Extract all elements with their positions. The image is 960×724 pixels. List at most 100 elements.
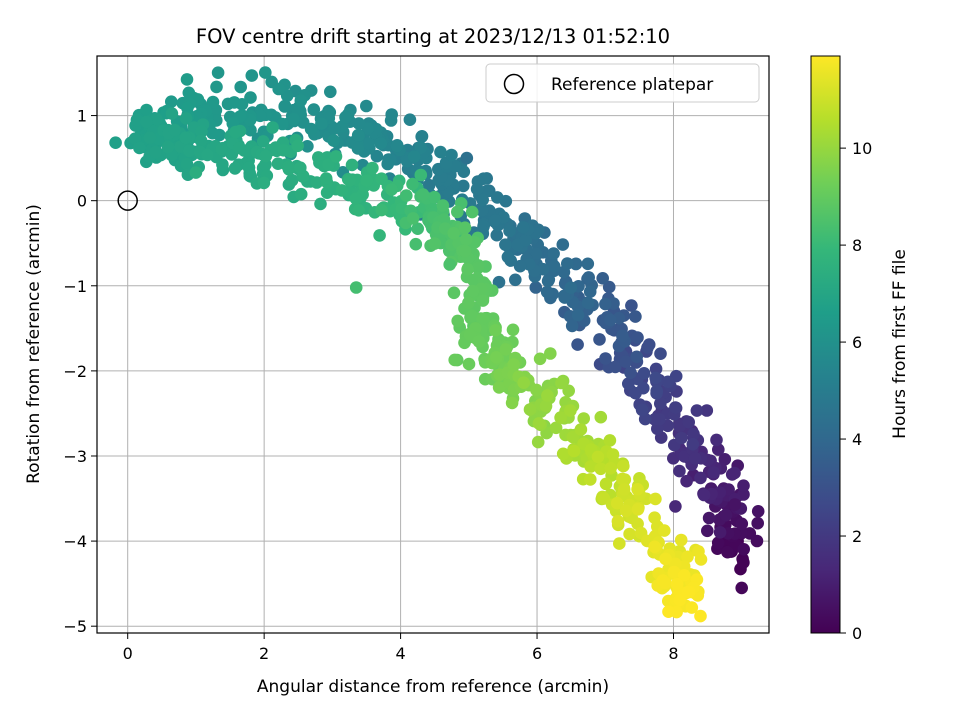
scatter-point bbox=[630, 350, 643, 364]
scatter-point bbox=[349, 281, 363, 294]
scatter-point bbox=[234, 80, 247, 94]
scatter-point bbox=[351, 142, 365, 155]
scatter-point bbox=[567, 444, 581, 458]
scatter-point bbox=[593, 333, 606, 346]
scatter-point bbox=[721, 545, 734, 559]
scatter-point bbox=[385, 108, 399, 121]
scatter-point bbox=[458, 221, 472, 234]
scatter-point bbox=[436, 199, 450, 212]
scatter-points bbox=[109, 66, 765, 623]
scatter-point bbox=[161, 140, 175, 154]
scatter-point bbox=[470, 182, 484, 196]
scatter-point bbox=[687, 427, 700, 441]
scatter-point bbox=[182, 144, 196, 158]
scatter-point bbox=[541, 274, 555, 288]
scatter-point bbox=[310, 176, 324, 189]
scatter-point bbox=[571, 338, 584, 351]
scatter-point bbox=[499, 238, 512, 251]
legend-box bbox=[485, 63, 760, 103]
y-tick-label: −1 bbox=[63, 277, 87, 296]
scatter-point bbox=[448, 353, 462, 367]
scatter-point bbox=[195, 125, 208, 138]
scatter-point bbox=[165, 107, 179, 120]
scatter-point bbox=[624, 366, 637, 380]
scatter-point bbox=[673, 593, 686, 607]
scatter-point bbox=[603, 434, 617, 447]
scatter-point bbox=[711, 536, 725, 550]
scatter-point bbox=[373, 229, 386, 242]
scatter-point bbox=[613, 537, 626, 550]
x-tick-label: 0 bbox=[123, 644, 133, 663]
scatter-point bbox=[505, 396, 519, 410]
scatter-point bbox=[654, 397, 667, 410]
scatter-point bbox=[581, 296, 595, 310]
scatter-point bbox=[277, 144, 290, 157]
scatter-point bbox=[390, 139, 404, 153]
scatter-point bbox=[700, 404, 714, 417]
scatter-point bbox=[713, 526, 727, 539]
scatter-point bbox=[491, 191, 504, 204]
scatter-point bbox=[594, 410, 608, 424]
scatter-point bbox=[375, 203, 388, 217]
scatter-point bbox=[554, 411, 567, 424]
scatter-point bbox=[133, 141, 146, 155]
scatter-point bbox=[581, 257, 595, 271]
scatter-point bbox=[180, 157, 194, 171]
scatter-point bbox=[287, 112, 300, 126]
colorbar-tick-label: 2 bbox=[852, 527, 862, 546]
scatter-point bbox=[465, 205, 479, 219]
scatter-point bbox=[564, 404, 577, 417]
scatter-point bbox=[547, 247, 560, 260]
scatter-point bbox=[697, 488, 711, 502]
scatter-point bbox=[541, 389, 554, 402]
scatter-point bbox=[189, 166, 203, 179]
scatter-point bbox=[650, 384, 663, 398]
scatter-point bbox=[616, 472, 629, 486]
scatter-point bbox=[201, 148, 214, 162]
scatter-point bbox=[735, 517, 749, 531]
scatter-point bbox=[649, 362, 663, 376]
scatter-point bbox=[610, 496, 624, 510]
scatter-point bbox=[339, 110, 352, 124]
scatter-point bbox=[244, 91, 257, 104]
scatter-point bbox=[335, 184, 349, 197]
scatter-point bbox=[547, 259, 561, 273]
scatter-point bbox=[294, 161, 307, 174]
scatter-point bbox=[623, 527, 636, 541]
scatter-point bbox=[674, 533, 688, 547]
scatter-point bbox=[661, 375, 675, 389]
scatter-point bbox=[345, 158, 359, 172]
scatter-point bbox=[694, 553, 708, 566]
scatter-point bbox=[445, 148, 458, 162]
scatter-point bbox=[616, 329, 629, 343]
scatter-point bbox=[710, 433, 723, 447]
scatter-point bbox=[271, 157, 285, 170]
scatter-point bbox=[370, 149, 384, 163]
scatter-point bbox=[751, 516, 764, 530]
scatter-point bbox=[406, 212, 420, 225]
y-axis-label: Rotation from reference (arcmin) bbox=[24, 204, 44, 484]
scatter-point bbox=[400, 189, 413, 202]
scatter-point bbox=[501, 250, 515, 264]
scatter-point bbox=[519, 233, 532, 247]
scatter-point bbox=[362, 137, 376, 150]
scatter-point bbox=[276, 117, 289, 131]
scatter-point bbox=[669, 401, 682, 414]
scatter-point bbox=[492, 275, 506, 289]
scatter-point bbox=[619, 504, 633, 518]
scatter-point bbox=[462, 357, 476, 371]
scatter-point bbox=[272, 82, 286, 96]
scatter-point bbox=[669, 500, 682, 513]
scatter-point bbox=[649, 492, 662, 506]
scatter-point bbox=[490, 228, 504, 242]
scatter-point bbox=[406, 177, 419, 191]
reference-marker bbox=[117, 190, 138, 211]
scatter-point bbox=[681, 550, 694, 564]
scatter-point bbox=[735, 581, 748, 595]
scatter-point bbox=[352, 204, 366, 217]
scatter-point bbox=[322, 158, 335, 171]
scatter-point bbox=[682, 415, 695, 429]
scatter-point bbox=[416, 188, 430, 201]
colorbar-ticks: 0 2 4 6 8 10 bbox=[840, 139, 872, 643]
scatter-point bbox=[617, 483, 631, 496]
